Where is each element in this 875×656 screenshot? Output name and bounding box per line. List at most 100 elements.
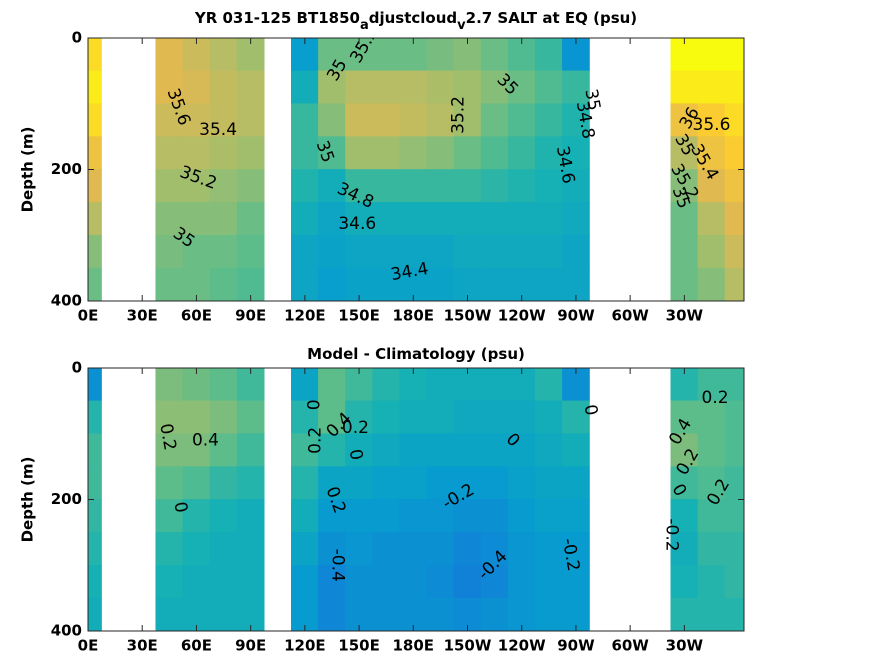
field-cell [291,433,319,467]
field-cell [345,433,373,467]
field-cell [426,103,455,137]
field-cell [291,103,319,137]
field-cell [88,564,102,599]
x-tick-label: 30W [666,637,704,655]
contour-label: 0.2 [342,418,369,438]
field-cell [724,202,744,236]
field-cell [697,499,726,533]
field-cell [372,70,401,105]
field-cell [182,433,211,467]
field-cell [480,532,509,566]
field-cell [453,433,482,467]
field-cell [426,136,455,170]
y-tick-label: 0 [72,359,82,377]
field-cell [697,169,726,203]
field-cell [562,103,590,137]
field-cell [155,202,184,236]
field-cell [453,400,482,435]
field-cell [724,136,744,170]
field-cell [291,70,319,105]
field-cell [209,234,238,269]
x-tick-label: 60E [181,307,212,325]
field-cell [697,70,726,105]
field-cell [182,400,211,435]
field-cell [426,368,455,402]
chart-title: Model - Climatology (psu) [307,345,525,363]
field-cell [318,564,346,599]
field-cell [453,202,482,236]
field-cell [236,103,265,137]
y-tick-label: 200 [51,490,82,508]
field-cell [399,169,428,203]
field-cell [670,169,699,203]
x-tick-label: 90W [557,307,595,325]
field-cell [562,564,590,599]
field-cell [209,532,238,566]
field-cell [372,532,401,566]
field-cell [426,433,455,467]
field-cell [182,499,211,533]
field-cell [88,368,102,402]
contour-label: 35 [580,87,603,112]
x-tick-label: 30E [127,637,158,655]
field-cell [697,267,726,301]
field-cell [88,136,102,170]
contour-label: 0.2 [155,422,179,452]
field-cell [453,564,482,599]
field-cell [562,400,590,435]
field-cell [318,136,346,170]
field-cell [507,564,536,599]
field-cell [724,368,744,402]
field-cell [399,564,428,599]
field-cell [182,532,211,566]
field-cell [345,400,373,435]
field-cell [670,564,699,599]
field-cell [318,400,346,435]
field-cell [318,597,346,631]
field-cell [453,466,482,500]
field-cell [507,234,536,269]
field-cell [209,267,238,301]
field-cell [697,234,726,269]
field-cell [182,466,211,500]
field-cell [480,400,509,435]
field-cell [372,433,401,467]
field-cell [480,368,509,402]
contour-label: 0.2 [306,427,326,454]
field-cell [372,267,401,301]
field-cell [670,433,699,467]
y-tick-label: 200 [51,160,82,178]
field-cell [318,368,346,402]
field-cell [155,70,184,105]
field-cell [534,433,563,467]
field-cell [399,103,428,137]
field-cell [562,169,590,203]
field-cell [399,499,428,533]
field-cell [453,103,482,137]
field-cell [372,103,401,137]
field-cell [345,202,373,236]
field-cell [670,136,699,170]
field-cell [426,267,455,301]
field-cell [345,136,373,170]
field-cell [480,136,509,170]
field-cell [291,564,319,599]
field-cell [155,532,184,566]
field-cell [209,564,238,599]
field-cell [345,234,373,269]
field-cell [697,38,726,72]
field-cell [209,499,238,533]
field-cell [399,400,428,435]
field-cell [345,169,373,203]
field-cell [209,136,238,170]
field-cell [88,267,102,301]
field-cell [480,433,509,467]
field-cell [209,38,238,72]
field-cell [291,400,319,435]
field-cell [480,267,509,301]
field-cell [534,466,563,500]
field-cell [236,202,265,236]
field-cell [534,368,563,402]
field-cell [209,70,238,105]
field-cell [670,532,699,566]
